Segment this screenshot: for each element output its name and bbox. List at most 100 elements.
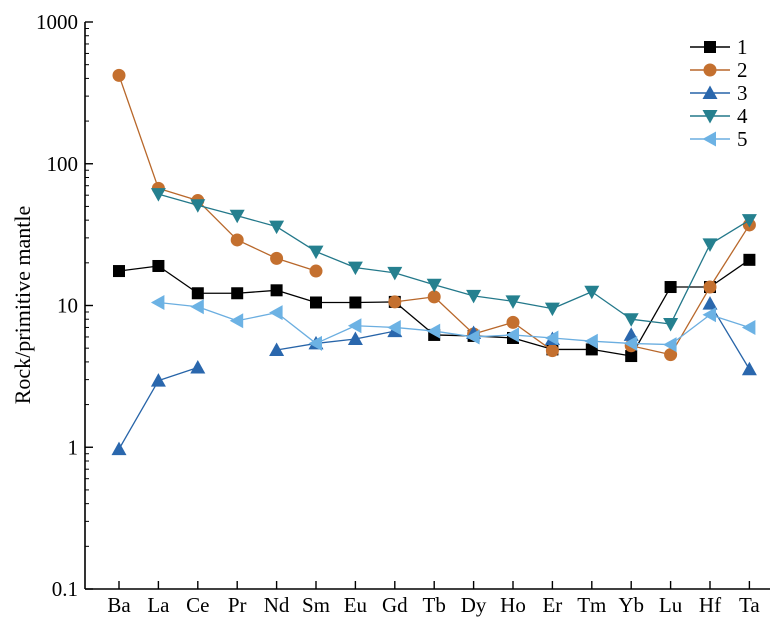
- data-point: [664, 348, 678, 362]
- series-line-segment: [394, 326, 435, 332]
- data-point: [230, 233, 244, 247]
- series-line-segment: [670, 244, 711, 325]
- series-line-segment: [394, 272, 435, 286]
- y-tick-label: 1000: [36, 10, 78, 34]
- series-line-segment: [355, 266, 395, 274]
- legend-item-2: 2: [690, 58, 748, 82]
- series-line-segment: [473, 295, 514, 302]
- axes: 0.1 1 10 100 1000 Ba La Ce Pr Nd Sm Eu Gd Tb Dy Ho Er Tm Y…: [36, 10, 770, 617]
- series-line-segment: [434, 330, 474, 338]
- data-point: [387, 266, 403, 281]
- series-line-segment: [315, 338, 356, 345]
- series-line-segment: [473, 321, 514, 335]
- series-line-segment: [158, 301, 198, 308]
- data-point: [544, 302, 560, 317]
- series-line-segment: [631, 345, 671, 356]
- y-tick-label: 1: [68, 435, 79, 459]
- legend-item-3: 3: [690, 81, 748, 105]
- data-point: [664, 281, 677, 294]
- data-point: [388, 295, 402, 309]
- data-point: [625, 350, 638, 363]
- series-line-segment: [118, 75, 160, 189]
- x-tick-label: Ba: [107, 593, 131, 617]
- legend-item-1: 1: [690, 35, 748, 59]
- data-point: [466, 289, 482, 304]
- data-point: [505, 327, 519, 343]
- x-tick-label: Ta: [739, 593, 760, 617]
- data-point: [426, 278, 442, 293]
- legend-label: 2: [737, 58, 748, 82]
- data-point: [150, 373, 166, 387]
- data-point: [347, 331, 363, 346]
- series-line-segment: [158, 193, 198, 206]
- x-tick-label: Er: [542, 593, 562, 617]
- data-point: [505, 295, 521, 309]
- data-point: [703, 280, 717, 294]
- data-point: [347, 261, 363, 276]
- legend-item-4: 4: [690, 104, 748, 128]
- x-tick-label: Hf: [699, 593, 721, 617]
- data-point: [269, 220, 285, 235]
- data-point: [623, 335, 638, 351]
- series-layer: [111, 68, 757, 456]
- x-tick-label: Ce: [186, 593, 209, 617]
- x-tick-label: Nd: [264, 593, 290, 617]
- legend-marker: [702, 110, 718, 124]
- series-line-segment: [709, 219, 750, 245]
- x-tick-label: Gd: [382, 593, 408, 617]
- series-line-segment: [237, 289, 277, 294]
- data-point: [152, 259, 165, 272]
- data-point: [150, 294, 165, 310]
- data-point: [190, 360, 206, 374]
- series-line-segment: [276, 342, 317, 351]
- data-point: [270, 251, 284, 265]
- legend-label: 4: [737, 104, 748, 128]
- x-tick-label: Eu: [344, 593, 368, 617]
- data-point: [309, 264, 323, 278]
- series-line-segment: [118, 265, 159, 272]
- data-point: [113, 265, 125, 278]
- series-line-segment: [394, 296, 435, 303]
- data-point: [466, 329, 480, 345]
- data-point: [270, 284, 283, 297]
- data-point: [190, 199, 206, 213]
- series-5: [150, 294, 756, 353]
- data-point: [741, 319, 756, 335]
- x-tick-label: Tm: [577, 593, 606, 617]
- data-point: [506, 315, 520, 329]
- series-line-segment: [197, 306, 238, 322]
- data-point: [111, 441, 127, 456]
- series-line-segment: [631, 318, 671, 325]
- data-point: [269, 342, 285, 357]
- series-line-segment: [591, 348, 632, 357]
- data-point: [426, 323, 441, 339]
- series-line-segment: [237, 312, 277, 322]
- data-point: [702, 307, 716, 323]
- series-line-segment: [315, 251, 356, 269]
- x-tick-label: Sm: [302, 593, 330, 617]
- x-tick-label: Ho: [500, 593, 526, 617]
- y-tick-label: 100: [47, 152, 79, 176]
- x-tick-label: Yb: [618, 593, 644, 617]
- data-point: [584, 285, 600, 300]
- series-line-segment: [276, 312, 317, 344]
- series-line-segment: [394, 301, 435, 336]
- data-point: [743, 253, 756, 266]
- x-tick-label: Tb: [423, 593, 446, 617]
- data-point: [310, 296, 322, 309]
- data-point: [427, 290, 441, 304]
- series-line-segment: [315, 325, 356, 345]
- y-tick-label: 10: [57, 294, 78, 318]
- x-tick-label: Pr: [228, 593, 247, 617]
- data-point: [269, 305, 283, 321]
- legend-label: 5: [737, 127, 748, 151]
- series-line-segment: [158, 366, 199, 382]
- x-tick-label: La: [147, 593, 170, 617]
- legend-marker: [702, 85, 718, 99]
- legend-label: 3: [737, 81, 748, 105]
- series-2: [112, 68, 756, 362]
- data-point: [190, 299, 204, 315]
- series-line-segment: [118, 380, 159, 450]
